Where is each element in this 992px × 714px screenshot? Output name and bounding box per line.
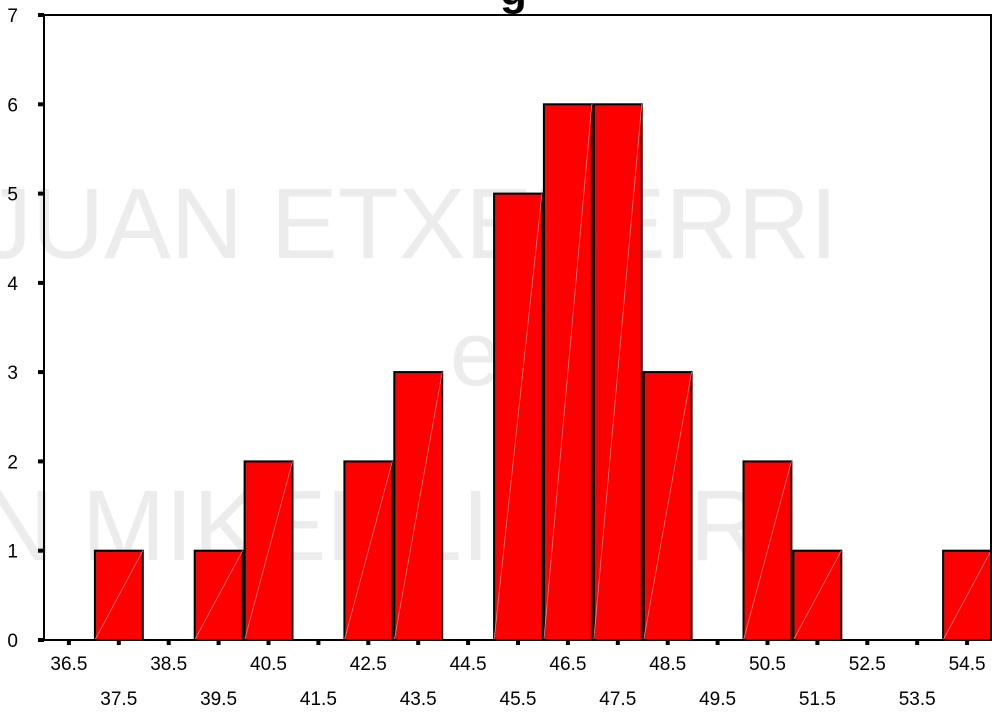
bar-sheen-46.5 (543, 104, 593, 641)
y-tick-mark-5 (38, 191, 44, 196)
x-tick-label-41.5: 41.5 (300, 689, 337, 710)
x-tick-mark-53.5 (915, 641, 920, 645)
x-tick-mark-47.5 (615, 641, 620, 645)
x-tick-label-49.5: 49.5 (699, 689, 736, 710)
x-tick-mark-40.5 (266, 641, 271, 645)
x-tick-mark-36.5 (66, 641, 71, 645)
x-tick-label-37.5: 37.5 (100, 689, 137, 710)
x-tick-mark-38.5 (166, 641, 171, 645)
axes-group (43, 14, 992, 641)
y-tick-label-3: 3 (7, 363, 18, 384)
y-tick-label-6: 6 (7, 95, 18, 116)
bar-sheen-54.5 (942, 550, 992, 641)
x-tick-label-54.5: 54.5 (949, 654, 986, 675)
y-tick-label-0: 0 (7, 631, 18, 652)
x-tick-mark-42.5 (366, 641, 371, 645)
x-tick-label-36.5: 36.5 (50, 654, 87, 675)
y-tick-label-4: 4 (7, 274, 18, 295)
x-tick-mark-52.5 (865, 641, 870, 645)
y-tick-label-5: 5 (7, 185, 18, 206)
x-tick-label-48.5: 48.5 (649, 654, 686, 675)
bar-sheen-47.5 (593, 104, 643, 641)
y-tick-mark-2 (38, 459, 44, 464)
bar-sheen-42.5 (344, 461, 393, 641)
y-tick-label-2: 2 (7, 452, 18, 473)
x-tick-label-47.5: 47.5 (599, 689, 636, 710)
x-tick-mark-45.5 (516, 641, 520, 645)
x-tick-mark-37.5 (116, 641, 121, 645)
x-ticks-group: 36.5 38.5 40.5 42.5 44.5 46.5 48.5 50.5 52.5 54.5… (50, 641, 986, 710)
y-tick-mark-3 (38, 370, 44, 375)
x-tick-label-40.5: 40.5 (250, 654, 287, 675)
x-tick-label-53.5: 53.5 (899, 689, 936, 710)
x-tick-label-46.5: 46.5 (549, 654, 586, 675)
bar-sheen-40.5 (244, 461, 293, 641)
x-tick-mark-48.5 (665, 641, 670, 645)
y-tick-mark-0 (38, 638, 44, 642)
x-tick-label-50.5: 50.5 (749, 654, 786, 675)
chart-title-fragment: g (500, 0, 527, 16)
y-tick-label-7: 7 (7, 6, 18, 27)
y-tick-mark-7 (38, 13, 44, 17)
bar-sheen-43.5 (393, 372, 443, 641)
bar-sheen-45.5 (493, 193, 543, 641)
y-tick-label-1: 1 (7, 542, 18, 563)
x-tick-label-52.5: 52.5 (849, 654, 886, 675)
x-tick-mark-46.5 (565, 641, 570, 645)
x-tick-mark-51.5 (815, 641, 820, 645)
x-tick-label-51.5: 51.5 (799, 689, 836, 710)
y-tick-mark-1 (38, 548, 44, 553)
x-tick-mark-49.5 (715, 641, 720, 645)
x-tick-label-45.5: 45.5 (500, 689, 537, 710)
y-tick-mark-4 (38, 280, 44, 285)
x-tick-mark-39.5 (216, 641, 221, 645)
x-tick-mark-41.5 (316, 641, 321, 645)
x-tick-label-39.5: 39.5 (200, 689, 237, 710)
bar-sheen-37.5 (94, 550, 144, 641)
x-tick-mark-43.5 (416, 641, 421, 645)
bars-group (93, 103, 992, 642)
x-tick-label-42.5: 42.5 (350, 654, 387, 675)
bar-sheen-51.5 (793, 550, 842, 641)
bar-sheen-48.5 (643, 372, 692, 641)
y-tick-mark-6 (38, 102, 44, 107)
x-tick-mark-44.5 (466, 641, 471, 645)
watermark-line-1: JUAN ETXEBERRI (0, 168, 838, 280)
bar-sheen-39.5 (194, 550, 243, 641)
x-tick-mark-54.5 (965, 641, 970, 645)
x-tick-label-44.5: 44.5 (450, 654, 487, 675)
x-tick-label-43.5: 43.5 (400, 689, 437, 710)
bar-sheen-50.5 (743, 461, 792, 641)
x-tick-mark-50.5 (765, 641, 770, 645)
y-ticks-group: 0 1 2 3 4 5 6 7 (7, 6, 44, 652)
x-tick-label-38.5: 38.5 (150, 654, 187, 675)
